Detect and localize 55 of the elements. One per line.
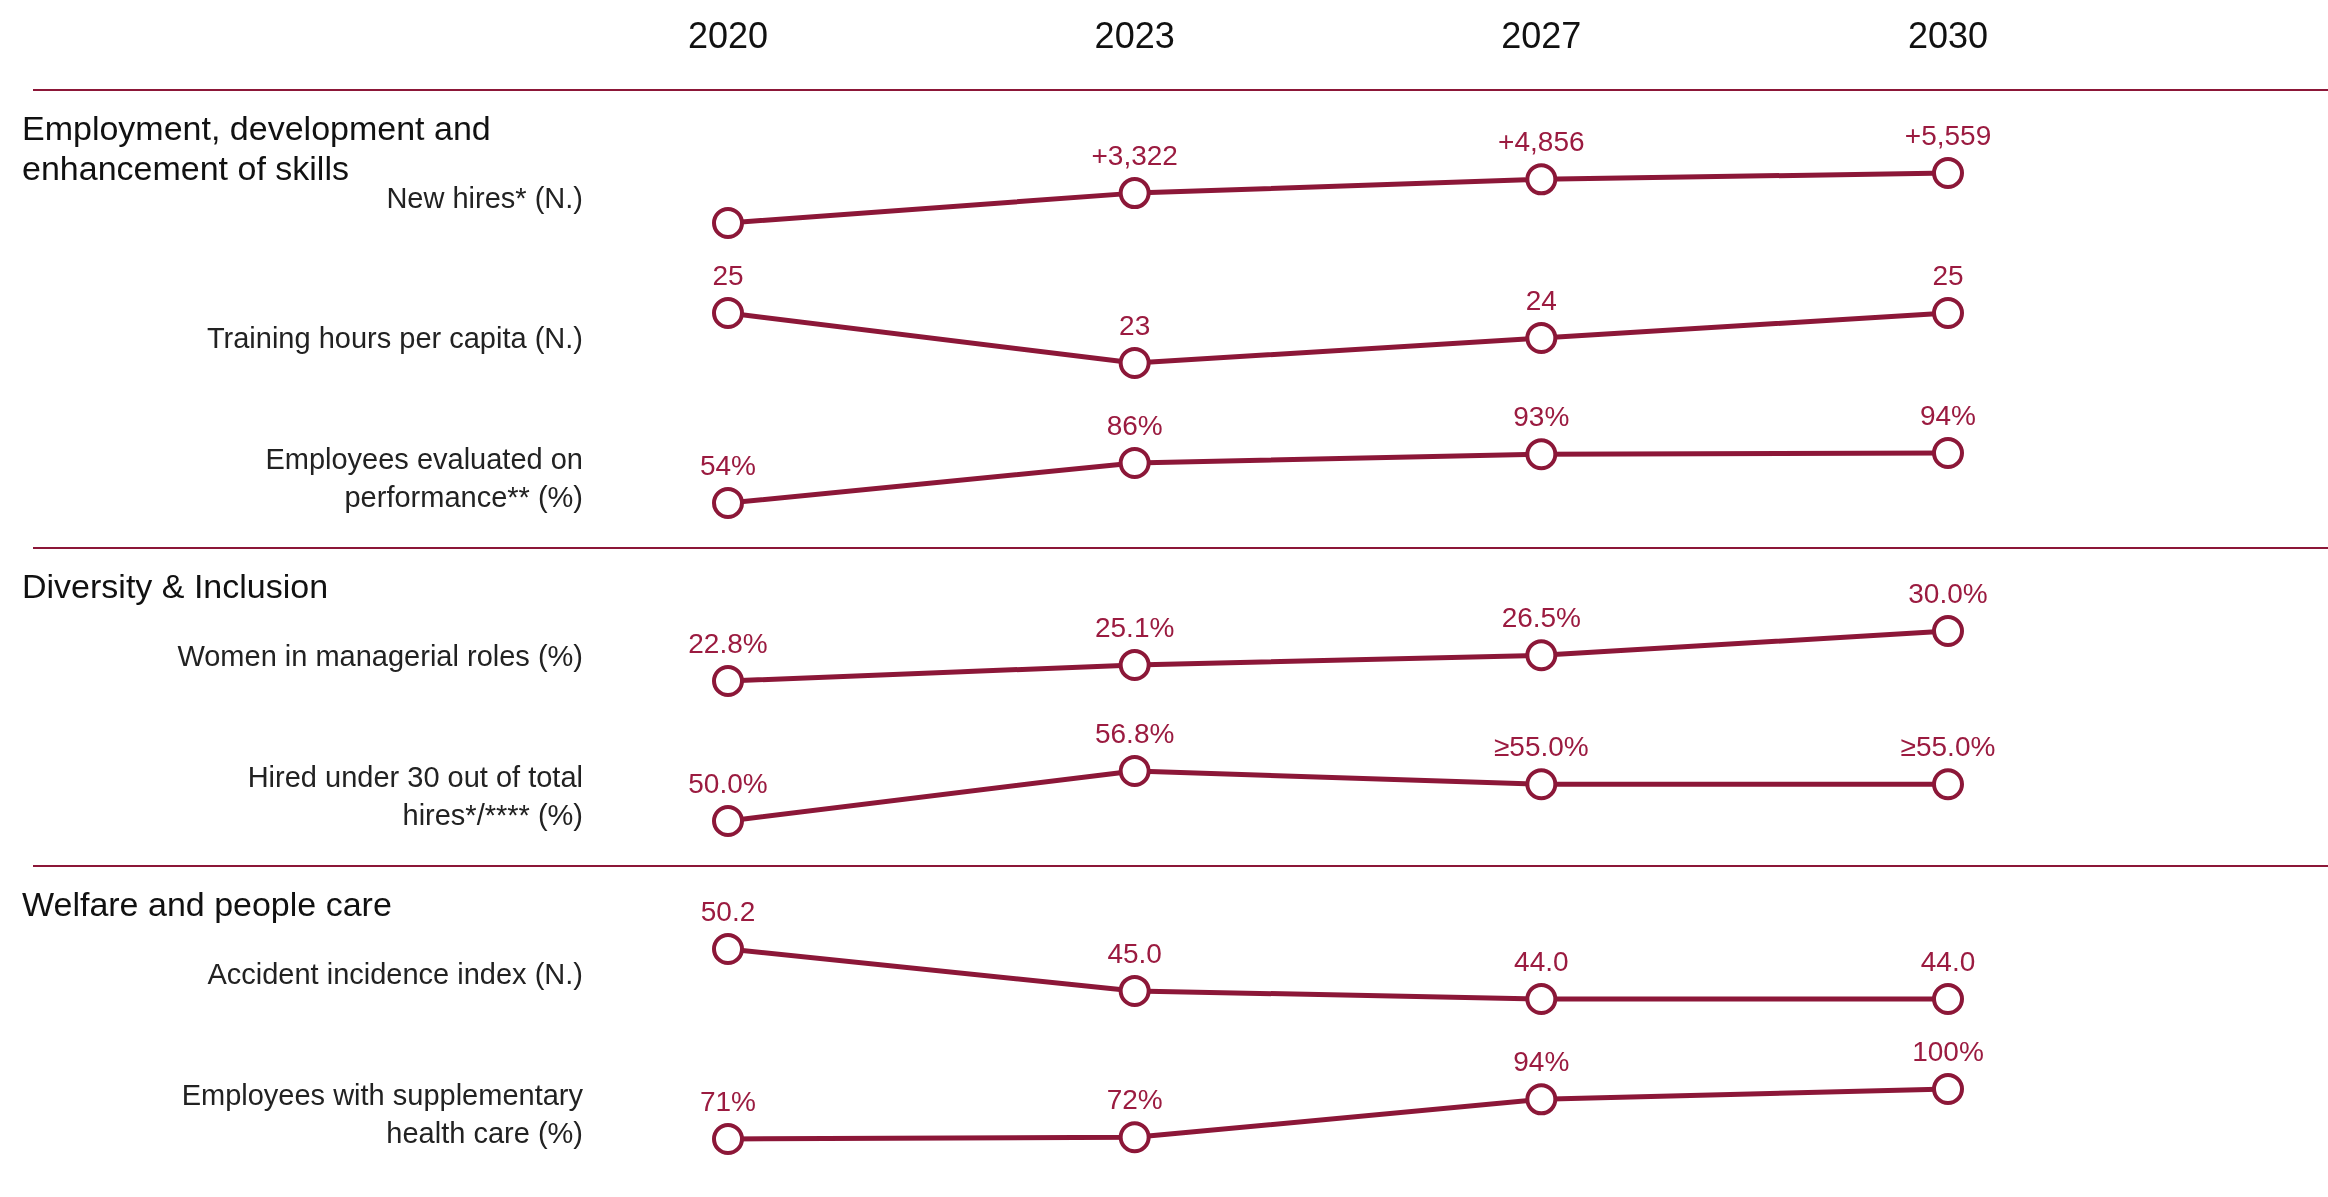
data-label: ≥55.0% <box>1900 731 1996 763</box>
data-label: 25 <box>712 260 744 291</box>
data-label: 50.0% <box>688 768 768 799</box>
point <box>1118 447 1151 479</box>
y-axis-title: Employees with supplementary health care (%) <box>181 1079 584 1149</box>
data-label: 45.0 <box>1107 937 1162 969</box>
data-label: +5,559 <box>1904 120 1992 151</box>
data-label: 56.8% <box>1094 718 1175 749</box>
data-label: 72% <box>1106 1084 1163 1116</box>
x-tick-label: 2030 <box>1907 15 1989 56</box>
y-axis-title: Accident incidence index (N.) <box>207 958 583 990</box>
point <box>1118 1121 1151 1154</box>
data-label: 22.8% <box>688 628 768 659</box>
data-label: 25.1% <box>1094 612 1175 644</box>
point <box>1118 177 1151 210</box>
data-label: 25 <box>1932 260 1964 291</box>
y-axis-title: Training hours per capita (N.) <box>206 322 583 354</box>
y-axis-title: Hired under 30 out of total hires*/**** (%) <box>247 761 583 831</box>
data-label: ≥55.0% <box>1493 731 1589 763</box>
point <box>712 665 744 697</box>
point <box>1932 157 1964 189</box>
text: Welfare and people care <box>22 885 392 923</box>
point <box>1932 615 1964 647</box>
data-label: +4,856 <box>1498 126 1585 158</box>
data-label: 94% <box>1513 1046 1570 1078</box>
data-label: 100% <box>1912 1036 1984 1067</box>
data-label: +3,322 <box>1091 140 1178 172</box>
data-label: 24 <box>1525 285 1557 316</box>
point <box>712 487 744 519</box>
data-label: 23 <box>1119 310 1151 341</box>
data-label: 44.0 <box>1514 946 1569 977</box>
data-label: 93% <box>1513 401 1570 433</box>
y-axis-title: Women in managerial roles (%) <box>177 640 583 672</box>
point <box>1525 163 1558 196</box>
x-tick-label: 2020 <box>687 15 769 56</box>
point <box>1932 437 1964 469</box>
data-label: 30.0% <box>1908 578 1988 609</box>
text: Diversity & Inclusion <box>22 567 329 605</box>
point <box>1525 1083 1558 1116</box>
point <box>1118 649 1151 682</box>
data-label: 26.5% <box>1501 602 1582 634</box>
data-label: 94% <box>1919 400 1977 431</box>
point <box>1525 438 1558 471</box>
data-label: 86% <box>1106 410 1163 441</box>
y-axis-title: Employees evaluated on performance** (%) <box>265 443 583 513</box>
data-label: 54% <box>699 450 757 481</box>
point <box>712 207 744 239</box>
point <box>712 1123 744 1155</box>
data-label: 44.0 <box>1920 946 1976 977</box>
data-label: 71% <box>699 1086 757 1117</box>
point <box>1932 1073 1964 1105</box>
data-label: 50.2 <box>700 896 756 927</box>
x-tick-label: 2027 <box>1501 15 1582 56</box>
point <box>1525 639 1558 672</box>
x-tick-label: 2023 <box>1094 15 1175 56</box>
